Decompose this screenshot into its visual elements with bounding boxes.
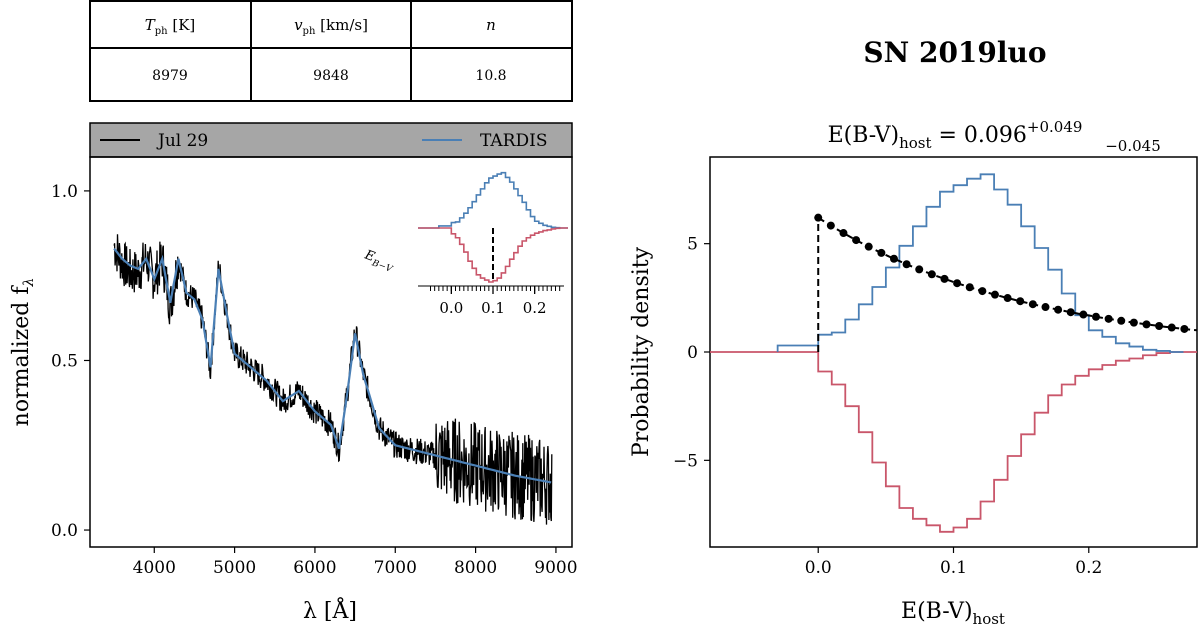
prior-curve-point xyxy=(1041,303,1050,312)
prior-curve-point xyxy=(839,229,848,238)
extinction-ytick-label: −5 xyxy=(673,451,698,471)
prior-curve-point xyxy=(877,248,886,257)
table-header-n: n xyxy=(486,16,496,34)
prior-curve-point xyxy=(940,274,949,283)
extinction-xtick-label: 0.2 xyxy=(1075,558,1102,578)
prior-curve-point xyxy=(864,242,873,251)
spectrum-ytick-label: 1.0 xyxy=(51,182,78,202)
spectrum-xlabel: λ [Å] xyxy=(303,596,357,624)
spectrum-ticks: 4000 5000 6000 7000 8000 9000 0.0 0.5 1.0 xyxy=(51,182,578,578)
prior-curve-point xyxy=(1104,314,1113,323)
spectrum-ytick-label: 0.0 xyxy=(51,521,78,541)
right-title: SN 2019luo xyxy=(863,36,1046,69)
prior-curve-point xyxy=(990,290,999,299)
prior-curve-point xyxy=(1054,305,1063,314)
table-value-velocity: 9848 xyxy=(313,68,349,84)
spectrum-xtick-label: 7000 xyxy=(374,558,417,578)
prior-curve-point xyxy=(814,213,823,222)
spectrum-xtick-label: 5000 xyxy=(213,558,256,578)
prior-curve-point xyxy=(826,221,835,230)
prior-curve-point xyxy=(1167,323,1176,332)
prior-curve-point xyxy=(978,287,987,296)
prior-curve-point xyxy=(1129,318,1138,327)
inset-xlabel: EB−V xyxy=(361,247,398,275)
series-observed-line xyxy=(113,234,553,525)
prior-curve-point xyxy=(889,254,898,263)
series-model-line xyxy=(113,247,552,484)
extinction-ylabel: Probability density xyxy=(629,246,654,457)
table-value-temperature: 8979 xyxy=(152,68,188,84)
table-header-velocity: vph [km/s] xyxy=(294,16,368,37)
prior-curve-point xyxy=(1091,312,1100,321)
prior-curve-point xyxy=(1079,310,1088,319)
prior-curve-point xyxy=(965,283,974,292)
inset-curves xyxy=(418,171,568,283)
spectrum-series xyxy=(113,234,553,525)
spectrum-ylabel: normalized fλ xyxy=(9,278,37,427)
prior-curve-point xyxy=(1155,321,1164,330)
spectrum-ytick-label: 0.5 xyxy=(51,351,78,371)
extinction-xtick-label: 0.0 xyxy=(805,558,832,578)
prior-curve-point xyxy=(1028,300,1037,309)
prior-curve-point xyxy=(1142,320,1151,329)
inset-plot: 0.0 0.1 0.2 EB−V xyxy=(361,171,568,317)
prior-curve-point xyxy=(852,236,861,245)
spectrum-xtick-label: 6000 xyxy=(293,558,336,578)
spectrum-axes-frame xyxy=(89,156,573,548)
prior-curve-point xyxy=(902,260,911,269)
prior-histogram xyxy=(710,351,1197,533)
inset-posterior xyxy=(418,171,568,229)
prior-curve-point xyxy=(953,279,962,288)
inset-xtick-label: 0.2 xyxy=(523,299,547,317)
inset-xtick-label: 0.0 xyxy=(439,299,463,317)
prior-curve-point xyxy=(1117,316,1126,325)
extinction-xlabel: E(B-V)host xyxy=(901,599,1005,628)
extinction-ytick-label: 5 xyxy=(687,235,698,255)
prior-curve-point xyxy=(915,265,924,274)
extinction-xtick-label: 0.1 xyxy=(940,558,967,578)
extinction-ticks: 0.0 0.1 0.2 −5 0 5 xyxy=(673,235,1102,578)
extinction-panel: SN 2019luo E(B-V)host = 0.096+0.049 −0.0… xyxy=(629,36,1198,628)
spectrum-xtick-label: 8000 xyxy=(454,558,497,578)
inset-xtick-label: 0.1 xyxy=(481,299,505,317)
inset-ticks: 0.0 0.1 0.2 xyxy=(418,285,564,317)
prior-curve-point xyxy=(927,270,936,279)
prior-curve-point xyxy=(1003,294,1012,303)
table-border xyxy=(89,0,573,102)
extinction-series xyxy=(710,173,1198,533)
prior-curve xyxy=(817,216,1198,332)
parameter-table: Tph [K] vph [km/s] n 8979 9848 10.8 xyxy=(89,0,573,102)
extinction-subtitle-lower: −0.045 xyxy=(1105,137,1161,155)
posterior-histogram xyxy=(776,173,1184,353)
legend: Jul 29 TARDIS xyxy=(89,122,573,158)
legend-label-observed: Jul 29 xyxy=(156,131,208,151)
extinction-subtitle: E(B-V)host = 0.096+0.049 xyxy=(828,118,1083,152)
prior-curve-point xyxy=(1180,324,1189,333)
table-header-temperature: Tph [K] xyxy=(145,16,196,37)
spectrum-xtick-label: 4000 xyxy=(133,558,176,578)
extinction-ytick-label: 0 xyxy=(687,343,698,363)
inset-prior xyxy=(418,227,568,283)
spectrum-xtick-label: 9000 xyxy=(534,558,577,578)
prior-curve-point xyxy=(1066,308,1075,317)
table-value-n: 10.8 xyxy=(475,68,506,84)
legend-label-model: TARDIS xyxy=(480,131,547,151)
prior-curve-point xyxy=(1016,297,1025,306)
